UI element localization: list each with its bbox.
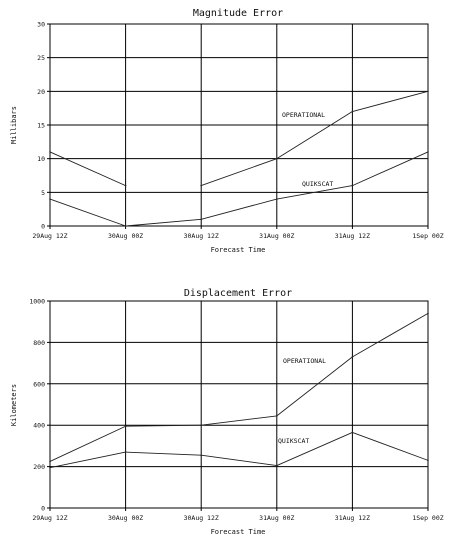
series-quikscat-point <box>49 466 51 469</box>
series-quikscat-point <box>427 459 429 462</box>
x-tick-label: 30Aug 00Z <box>108 232 143 240</box>
series-quikscat-point <box>124 451 127 453</box>
series-operational-point <box>49 151 51 153</box>
series-operational-segment <box>49 425 126 462</box>
y-tick-label: 20 <box>37 88 45 96</box>
series-operational-point <box>124 184 127 187</box>
series-label-quikscat: QUIKSCAT <box>278 437 309 445</box>
series-quikscat-point <box>351 431 354 434</box>
series-quikscat-point <box>124 225 127 227</box>
series-operational-segment <box>276 111 353 160</box>
series-quikscat-segment <box>352 432 429 461</box>
series-operational-point <box>49 460 51 463</box>
x-axis-label: Forecast Time <box>211 246 266 254</box>
y-tick-label: 0 <box>41 505 45 513</box>
series-operational-point <box>276 157 278 160</box>
series-operational-segment <box>125 424 202 427</box>
series-quikscat-point <box>200 218 202 221</box>
series-quikscat-segment <box>49 451 126 469</box>
series-quikscat-point <box>49 198 51 200</box>
y-tick-label: 30 <box>37 21 45 29</box>
x-tick-label: 30Aug 12Z <box>184 232 219 240</box>
y-tick-label: 600 <box>33 380 45 388</box>
y-tick-label: 1000 <box>29 298 45 306</box>
y-axis-label: Millibars <box>10 106 18 144</box>
series-operational-point <box>427 90 429 93</box>
series-label-operational: OPERATIONAL <box>282 111 325 119</box>
series-label-quikscat: QUIKSCAT <box>302 180 333 188</box>
displacement-error-chart: Displacement Error Forecast Time Kilomet… <box>10 288 444 536</box>
y-tick-label: 800 <box>33 339 45 347</box>
magnitude-error-chart: Magnitude Error Forecast Time Millibars … <box>10 8 444 254</box>
series-operational-point <box>351 356 354 358</box>
series-operational-segment <box>49 151 126 187</box>
y-tick-label: 5 <box>41 189 45 197</box>
x-axis-label: Forecast Time <box>211 528 266 536</box>
series-quikscat-segment <box>276 185 353 200</box>
series-quikscat-segment <box>276 432 353 466</box>
y-axis-label: Kilometers <box>10 384 18 426</box>
series-operational-segment <box>201 158 277 187</box>
y-tick-label: 25 <box>37 54 45 62</box>
series-quikscat-point <box>200 454 202 457</box>
series-quikscat-point <box>276 464 278 467</box>
series-operational-segment <box>352 90 429 112</box>
x-tick-label: 29Aug 12Z <box>32 514 67 522</box>
series-operational-segment <box>352 313 429 358</box>
series-operational-point <box>276 415 278 417</box>
series-operational-point <box>200 184 202 187</box>
x-tick-label: 1Sep 00Z <box>412 232 443 240</box>
series-operational-point <box>351 110 354 113</box>
series-quikscat-segment <box>201 454 277 467</box>
series-quikscat-point <box>351 184 354 187</box>
series-quikscat-segment <box>125 218 202 227</box>
x-tick-label: 31Aug 12Z <box>335 514 370 522</box>
series-quikscat-point <box>276 198 278 200</box>
x-tick-label: 31Aug 12Z <box>335 232 370 240</box>
x-tick-label: 30Aug 12Z <box>184 514 219 522</box>
y-tick-label: 400 <box>33 422 45 430</box>
x-tick-label: 1Sep 00Z <box>412 514 443 522</box>
chart-title: Magnitude Error <box>193 8 283 19</box>
series-quikscat-segment <box>49 198 126 227</box>
x-tick-label: 31Aug 00Z <box>259 514 294 522</box>
series-quikscat-segment <box>352 151 429 187</box>
series-quikscat-segment <box>201 198 277 220</box>
series-label-operational: OPERATIONAL <box>283 357 326 365</box>
x-tick-label: 31Aug 00Z <box>259 232 294 240</box>
x-tick-label: 29Aug 12Z <box>32 232 67 240</box>
plot-frame <box>49 300 429 509</box>
x-tick-label: 30Aug 00Z <box>108 514 143 522</box>
series-operational-point <box>427 312 429 315</box>
y-tick-label: 0 <box>41 223 45 231</box>
chart-title: Displacement Error <box>184 288 292 299</box>
series-operational-point <box>124 425 127 428</box>
y-tick-label: 200 <box>33 463 45 471</box>
series-operational-point <box>200 424 202 427</box>
series-operational-segment <box>201 415 277 426</box>
series-quikscat-point <box>427 151 429 153</box>
y-tick-label: 15 <box>37 122 45 130</box>
series-operational-segment <box>276 356 353 417</box>
y-tick-label: 10 <box>37 155 45 163</box>
series-quikscat-segment <box>125 451 202 456</box>
